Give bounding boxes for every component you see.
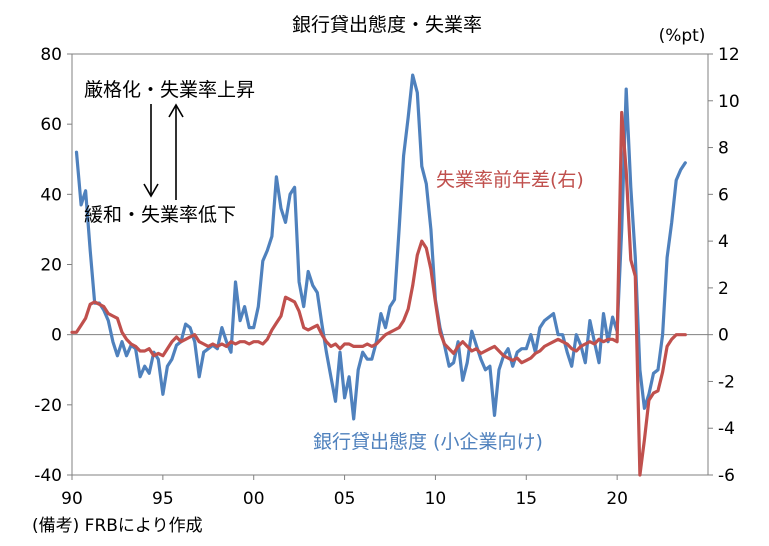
arrow-down-icon: [143, 104, 159, 198]
annotation-lending: 銀行貸出態度 (小企業向け): [313, 431, 543, 453]
x-tick-label: 90: [61, 489, 83, 509]
right-tick-label: 4: [718, 232, 729, 252]
chart-title: 銀行貸出態度・失業率: [292, 14, 482, 36]
left-tick-label: 0: [51, 326, 62, 346]
right-tick-label: 0: [718, 326, 729, 346]
x-tick-label: 00: [243, 489, 265, 509]
x-tick-label: 20: [606, 489, 628, 509]
right-tick-label: 2: [718, 279, 729, 299]
series-lines: [70, 73, 687, 477]
annotation-down: 緩和・失業率低下: [84, 204, 236, 226]
x-axis: 90 95 00 05 10 15 20: [61, 475, 628, 509]
left-axis: -40 -20 0 20 40 60 80: [34, 45, 72, 486]
source-note: (備考) FRBにより作成: [32, 516, 203, 536]
right-tick-label: 6: [718, 185, 729, 205]
annotation-up: 厳格化・失業率上昇: [84, 79, 255, 101]
series-line-unemployment-change: [70, 110, 687, 477]
right-tick-label: 8: [718, 139, 729, 159]
x-tick-label: 05: [334, 489, 356, 509]
arrow-up-icon: [168, 103, 184, 200]
x-tick-label: 95: [152, 489, 174, 509]
left-tick-label: 80: [40, 45, 62, 65]
right-axis-unit: (%pt): [659, 26, 706, 46]
left-tick-label: -20: [34, 396, 62, 416]
series-line-lending-attitude: [74, 73, 687, 421]
left-tick-label: 20: [40, 256, 62, 276]
plot-frame: [71, 53, 709, 476]
left-tick-label: 40: [40, 185, 62, 205]
right-tick-label: 10: [718, 92, 740, 112]
x-tick-label: 15: [515, 489, 537, 509]
left-tick-label: -40: [34, 466, 62, 486]
right-tick-label: -6: [718, 466, 735, 486]
x-tick-label: 10: [425, 489, 447, 509]
right-tick-label: 12: [718, 45, 740, 65]
annotation-unemployment: 失業率前年差(右): [436, 169, 584, 191]
right-tick-label: -4: [718, 419, 735, 439]
right-axis: -6 -4 -2 0 2 4 6 8 10 12: [708, 45, 740, 486]
right-tick-label: -2: [718, 372, 735, 392]
left-tick-label: 60: [40, 115, 62, 135]
